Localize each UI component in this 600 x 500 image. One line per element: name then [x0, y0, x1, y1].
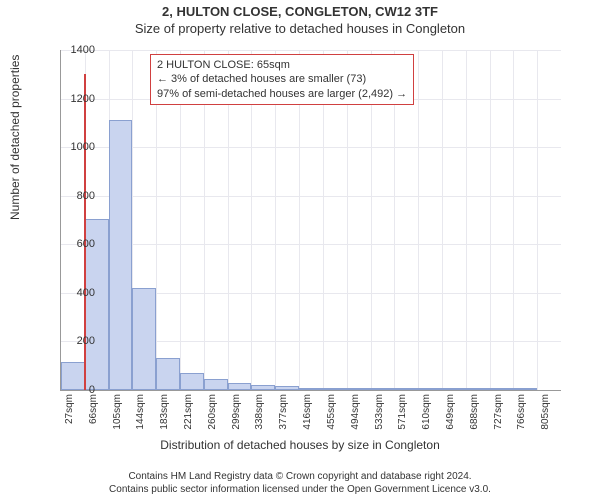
gridline-v — [537, 50, 538, 390]
x-tick: 649sqm — [445, 394, 456, 444]
x-tick: 533sqm — [374, 394, 385, 444]
y-axis-label: Number of detached properties — [8, 55, 22, 220]
gridline-v — [513, 50, 514, 390]
histogram-bar — [442, 388, 466, 390]
histogram-bar — [132, 288, 156, 390]
histogram-bar — [347, 388, 371, 390]
x-tick: 183sqm — [159, 394, 170, 444]
y-tick: 600 — [55, 238, 95, 250]
histogram-bar — [513, 388, 537, 390]
histogram-bar — [490, 388, 514, 390]
x-tick: 66sqm — [88, 394, 99, 444]
histogram-bar — [466, 388, 490, 390]
x-tick: 105sqm — [112, 394, 123, 444]
footer-line-2: Contains public sector information licen… — [0, 483, 600, 496]
histogram-bar — [299, 388, 323, 390]
legend-line-3: 97% of semi-detached houses are larger (… — [157, 87, 407, 101]
x-tick: 766sqm — [516, 394, 527, 444]
x-tick: 260sqm — [207, 394, 218, 444]
x-tick: 299sqm — [231, 394, 242, 444]
histogram-bar — [371, 388, 395, 390]
x-tick: 221sqm — [183, 394, 194, 444]
histogram-bar — [228, 383, 252, 390]
y-tick: 1400 — [55, 44, 95, 56]
histogram-bar — [418, 388, 442, 390]
gridline-v — [418, 50, 419, 390]
x-tick: 377sqm — [278, 394, 289, 444]
x-tick: 338sqm — [254, 394, 265, 444]
gridline-v — [442, 50, 443, 390]
histogram-bar — [156, 358, 180, 390]
y-tick: 200 — [55, 335, 95, 347]
y-tick: 1000 — [55, 141, 95, 153]
legend-line-1: 2 HULTON CLOSE: 65sqm — [157, 58, 407, 72]
gridline-h — [61, 196, 561, 197]
x-tick: 727sqm — [493, 394, 504, 444]
x-tick: 27sqm — [64, 394, 75, 444]
legend-box: 2 HULTON CLOSE: 65sqm ← 3% of detached h… — [150, 54, 414, 105]
histogram-bar — [251, 385, 275, 390]
histogram-bar — [394, 388, 418, 390]
gridline-v — [490, 50, 491, 390]
legend-line-2: ← 3% of detached houses are smaller (73) — [157, 72, 407, 86]
x-tick: 805sqm — [540, 394, 551, 444]
histogram-bar — [109, 120, 133, 390]
x-tick: 416sqm — [302, 394, 313, 444]
x-tick: 688sqm — [469, 394, 480, 444]
x-tick: 571sqm — [397, 394, 408, 444]
x-tick: 455sqm — [326, 394, 337, 444]
histogram-bar — [180, 373, 204, 390]
histogram-bar — [275, 386, 299, 390]
histogram-chart: 2 HULTON CLOSE: 65sqm ← 3% of detached h… — [60, 50, 560, 390]
histogram-bar — [323, 388, 347, 390]
x-tick: 610sqm — [421, 394, 432, 444]
gridline-v — [466, 50, 467, 390]
y-tick: 800 — [55, 190, 95, 202]
x-tick: 494sqm — [350, 394, 361, 444]
x-tick: 144sqm — [135, 394, 146, 444]
gridline-h — [61, 147, 561, 148]
gridline-h — [61, 50, 561, 51]
page-title-line1: 2, HULTON CLOSE, CONGLETON, CW12 3TF — [0, 0, 600, 19]
histogram-bar — [204, 379, 228, 390]
y-tick: 400 — [55, 287, 95, 299]
page-title-line2: Size of property relative to detached ho… — [0, 19, 600, 36]
gridline-h — [61, 244, 561, 245]
footer-line-1: Contains HM Land Registry data © Crown c… — [0, 470, 600, 483]
x-axis-label: Distribution of detached houses by size … — [0, 438, 600, 452]
y-tick: 1200 — [55, 93, 95, 105]
attribution-footer: Contains HM Land Registry data © Crown c… — [0, 470, 600, 496]
